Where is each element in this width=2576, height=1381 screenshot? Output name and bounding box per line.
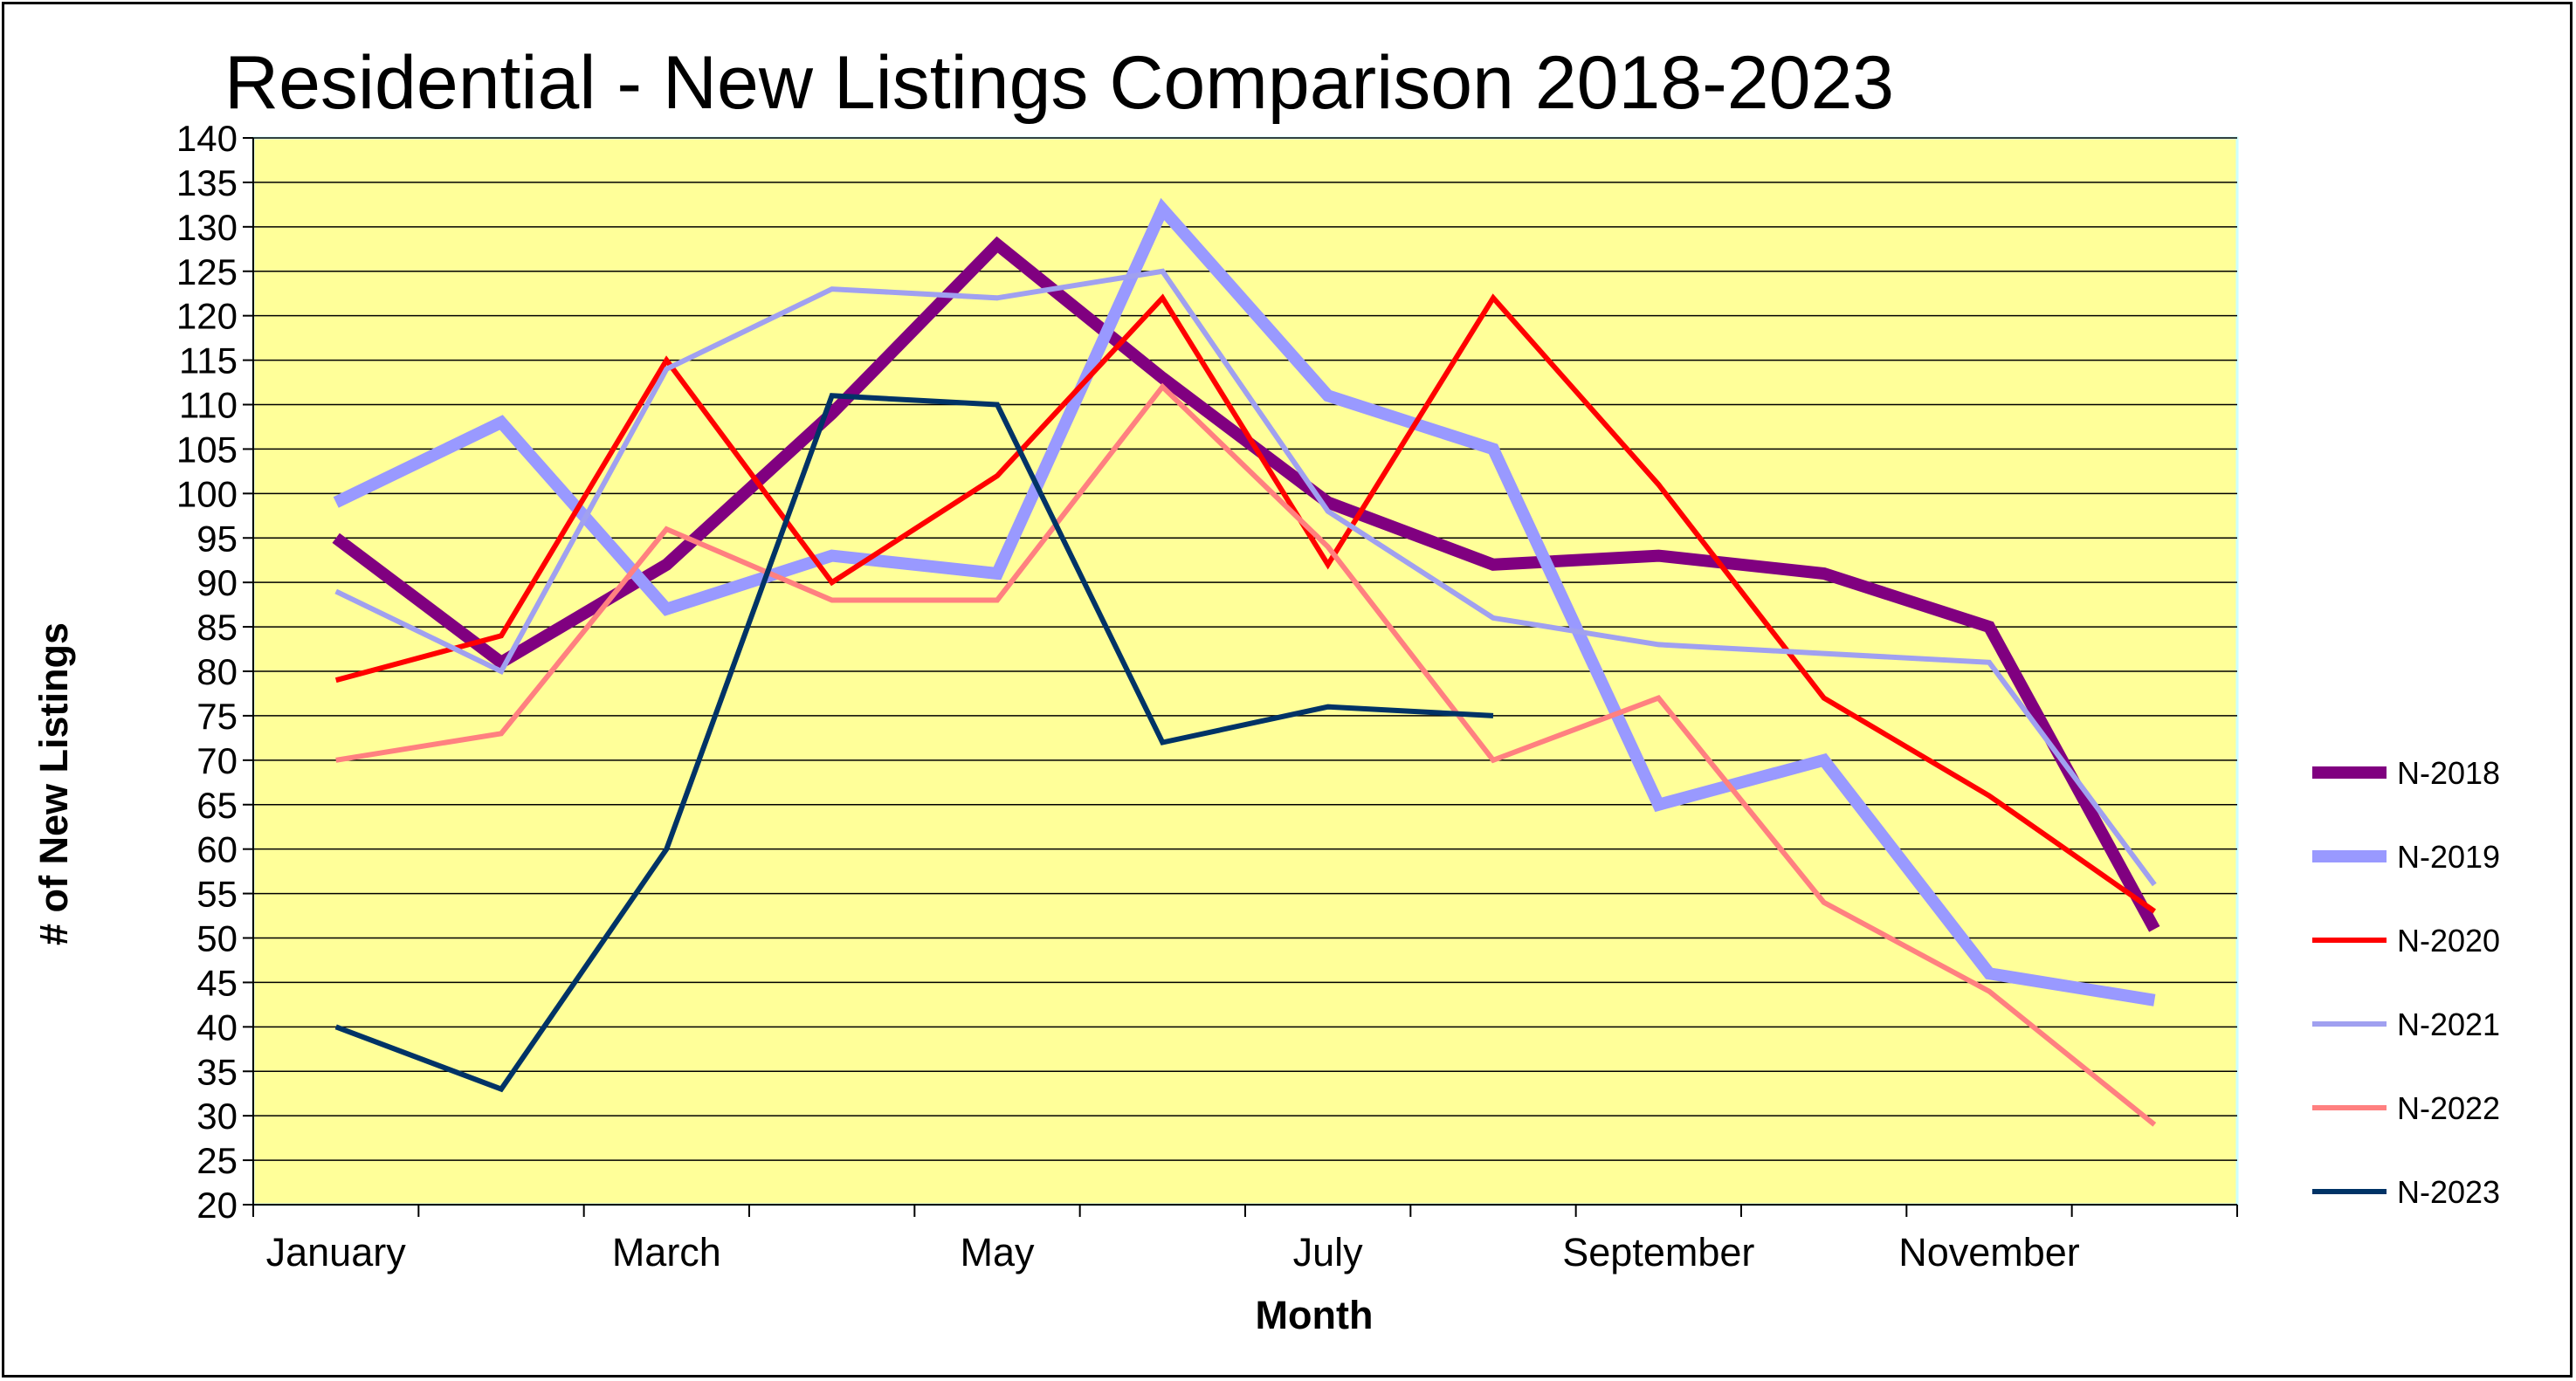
y-tick-label: 85 bbox=[196, 607, 238, 648]
y-tick-label: 125 bbox=[176, 251, 238, 292]
x-tick-label: November bbox=[1898, 1230, 2080, 1275]
series-line-n-2023 bbox=[334, 393, 1494, 1093]
legend-label-n-2018: N-2018 bbox=[2397, 755, 2500, 791]
y-tick-label: 130 bbox=[176, 207, 238, 248]
legend-label-n-2019: N-2019 bbox=[2397, 839, 2500, 875]
y-tick-label: 30 bbox=[196, 1096, 238, 1137]
x-tick-label: January bbox=[266, 1230, 407, 1275]
y-tick-label: 140 bbox=[176, 118, 238, 159]
y-tick-label: 35 bbox=[196, 1051, 238, 1092]
series-line-n-2021 bbox=[334, 268, 2157, 887]
x-tick-label: September bbox=[1562, 1230, 1754, 1275]
y-tick-label: 110 bbox=[179, 385, 238, 426]
y-tick-label: 45 bbox=[196, 962, 238, 1003]
y-tick-label: 120 bbox=[176, 296, 238, 337]
y-tick-label: 55 bbox=[196, 874, 238, 915]
x-tick-labels: January March May July September November bbox=[266, 1230, 2080, 1275]
y-tick-label: 60 bbox=[196, 829, 238, 870]
legend: N-2018 N-2019 N-2020 N-2021 N-2022 N-2023 bbox=[2312, 755, 2500, 1210]
chart-title: Residential - New Listings Comparison 20… bbox=[224, 41, 1894, 125]
y-tick-label: 95 bbox=[196, 518, 238, 559]
y-tick-label: 90 bbox=[196, 562, 238, 603]
y-tick-label: 105 bbox=[176, 429, 238, 470]
y-tick-label: 70 bbox=[196, 740, 238, 781]
y-tick-label: 40 bbox=[196, 1007, 238, 1048]
y-tick-label: 135 bbox=[176, 162, 238, 203]
y-tick-label: 80 bbox=[196, 651, 238, 692]
x-tick-label: March bbox=[612, 1230, 721, 1275]
y-tick-label: 20 bbox=[196, 1185, 238, 1226]
gridlines bbox=[253, 137, 2237, 1161]
legend-label-n-2021: N-2021 bbox=[2397, 1007, 2500, 1042]
y-tick-label: 65 bbox=[196, 785, 238, 826]
axes bbox=[243, 137, 2238, 1217]
series-lines bbox=[332, 197, 2160, 1127]
y-tick-label: 100 bbox=[176, 473, 238, 514]
legend-label-n-2022: N-2022 bbox=[2397, 1090, 2500, 1126]
y-tick-label: 50 bbox=[196, 918, 238, 959]
x-tick-label: May bbox=[960, 1230, 1035, 1275]
y-axis-label: # of New Listings bbox=[31, 622, 76, 945]
x-axis-label: Month bbox=[1256, 1293, 1374, 1337]
x-tick-label: July bbox=[1293, 1230, 1364, 1275]
y-tick-labels: 2025303540455055606570758085909510010511… bbox=[176, 118, 238, 1226]
series-line-n-2019 bbox=[333, 197, 2156, 1007]
legend-label-n-2023: N-2023 bbox=[2397, 1174, 2500, 1210]
series-line-n-2020 bbox=[334, 293, 2157, 914]
y-tick-label: 75 bbox=[196, 696, 238, 737]
series-line-n-2022 bbox=[335, 382, 2157, 1127]
legend-label-n-2020: N-2020 bbox=[2397, 923, 2500, 958]
y-tick-label: 115 bbox=[179, 340, 238, 381]
y-tick-label: 25 bbox=[196, 1140, 238, 1181]
